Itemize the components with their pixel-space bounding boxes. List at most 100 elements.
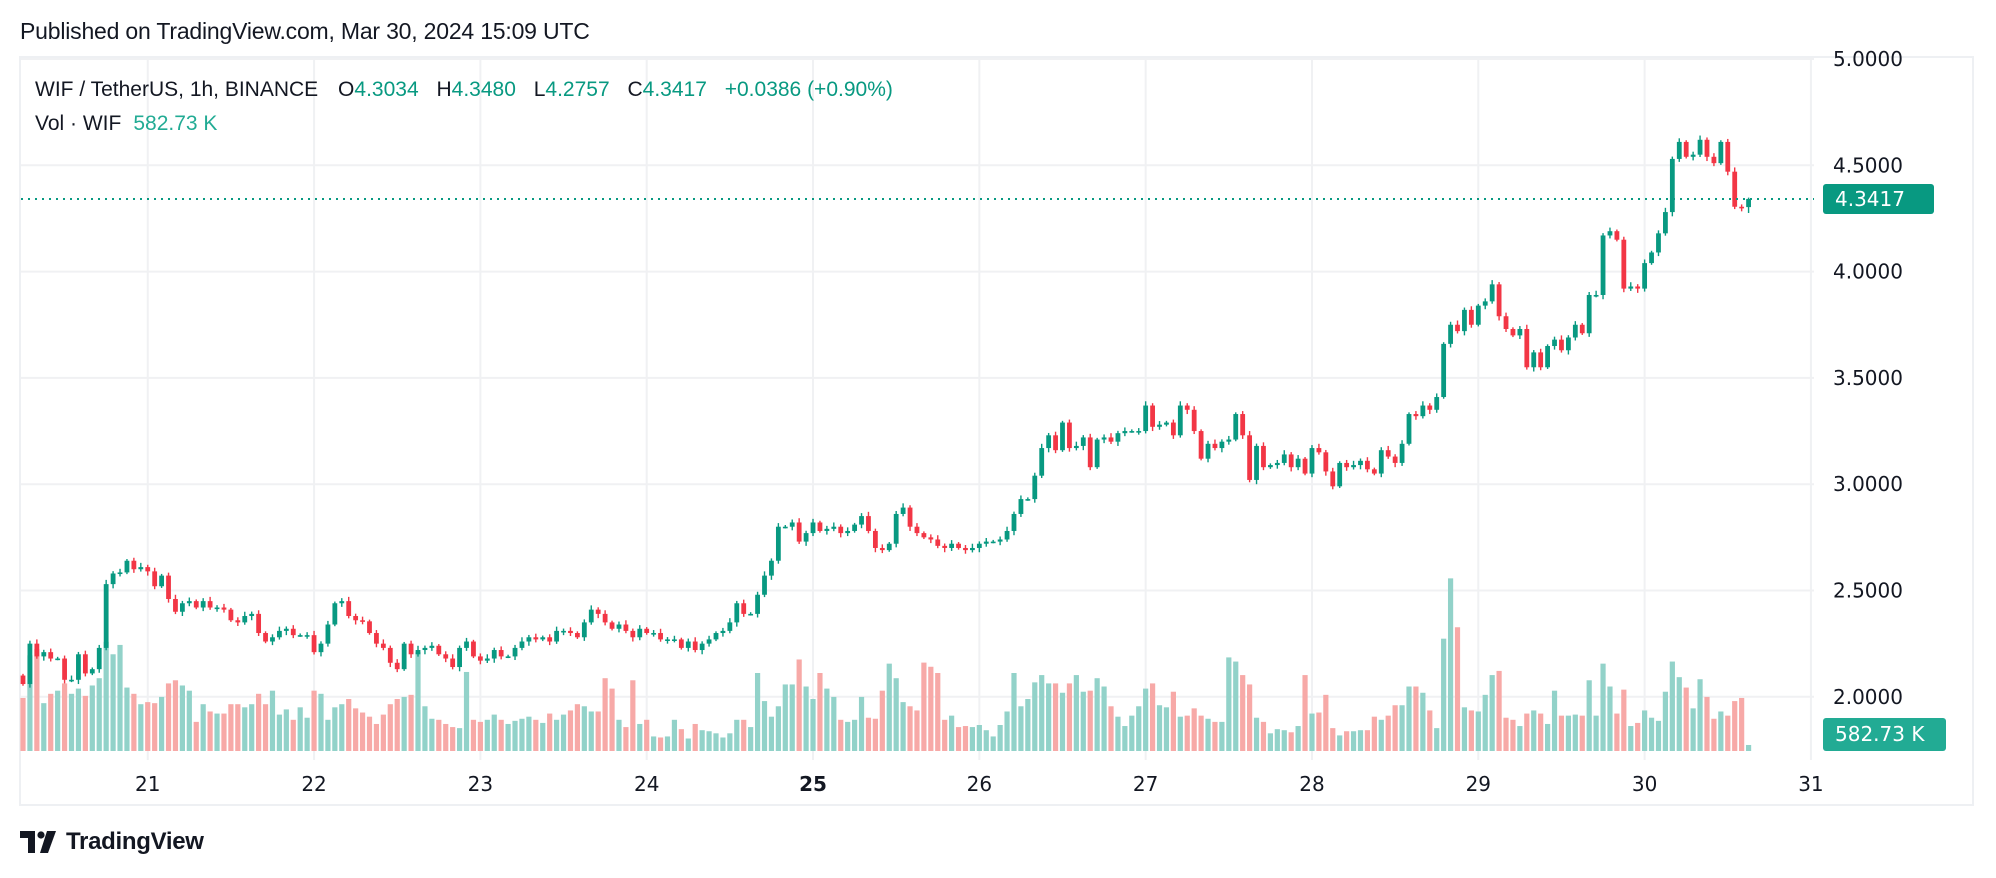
candle-body (505, 656, 511, 659)
volume-bar (990, 736, 996, 751)
candle-body (1468, 309, 1474, 325)
candle-body (1087, 437, 1093, 468)
volume-bar (193, 721, 199, 751)
candle (727, 618, 733, 634)
candle (367, 619, 372, 635)
candle (602, 610, 608, 626)
candle-body (1150, 405, 1155, 427)
candle (207, 596, 213, 610)
volume-bar (283, 709, 289, 751)
volume-bar (1288, 732, 1294, 751)
volume-bar (359, 712, 366, 751)
volume-bar (1274, 729, 1280, 751)
candle (1004, 526, 1010, 542)
candle-body (193, 601, 199, 608)
volume-bar (782, 684, 788, 751)
candle (1080, 435, 1086, 451)
volume-label[interactable]: Vol · WIF (35, 112, 122, 135)
candle-body (1725, 141, 1731, 172)
volume-bar (1219, 721, 1225, 751)
candle-body (62, 658, 67, 680)
volume-bar (1607, 686, 1613, 751)
candle-body (484, 658, 490, 661)
candle (644, 627, 650, 635)
volume-bar (685, 738, 691, 751)
time-tick-label: 23 (468, 772, 493, 796)
candle-body (1191, 409, 1197, 432)
candle-body (249, 613, 255, 617)
candle-body (942, 545, 948, 548)
candle (464, 637, 469, 651)
candle (713, 631, 719, 642)
candle (422, 645, 428, 655)
volume-bar (664, 736, 671, 751)
volume-bar (145, 702, 151, 751)
price-tick-label: 2.5000 (1833, 579, 1903, 603)
candle (89, 667, 95, 676)
volume-bar (269, 690, 276, 751)
candle-body (623, 624, 629, 631)
candle (706, 635, 712, 647)
volume-bar (1531, 710, 1537, 751)
candle-body (214, 607, 220, 610)
candle (1198, 429, 1204, 461)
candle-body (110, 573, 116, 585)
volume-bar (297, 707, 303, 751)
candle (1676, 138, 1682, 162)
volume-bar (48, 693, 54, 751)
candle (270, 634, 275, 646)
volume-bar (1718, 711, 1724, 751)
candle (852, 522, 857, 533)
volume-bar (1212, 721, 1218, 751)
volume-bar (1004, 711, 1010, 751)
candle (1157, 421, 1162, 430)
candle-body (498, 650, 504, 657)
volume-bar (1364, 730, 1371, 751)
time-tick-label: 27 (1133, 772, 1158, 796)
candle (443, 651, 449, 663)
candle (1559, 335, 1564, 353)
candle (1226, 435, 1232, 445)
candle-body (1739, 206, 1745, 209)
candle-body (775, 526, 781, 561)
volume-bar (1233, 661, 1239, 751)
open-label: O (338, 78, 355, 101)
volume-bar (935, 673, 941, 751)
volume-bar (595, 711, 601, 751)
footer-brand[interactable]: TradingView (20, 828, 204, 856)
candle (311, 630, 317, 655)
candle (1545, 344, 1550, 369)
candle (1531, 350, 1537, 372)
candle-body (1274, 462, 1280, 466)
candle-body (762, 575, 767, 595)
candle (810, 518, 816, 537)
volume-bar (1482, 694, 1488, 751)
volume-bar (1420, 692, 1426, 751)
volume-bar (969, 727, 976, 751)
candle-body (235, 620, 241, 623)
candle (1288, 452, 1294, 472)
candle-body (637, 628, 643, 638)
candle-body (921, 533, 927, 538)
symbol-title[interactable]: WIF / TetherUS, 1h, BINANCE (35, 78, 319, 101)
candle-body (1496, 284, 1502, 317)
candle-body (1115, 433, 1121, 442)
candle (1143, 401, 1149, 434)
candle-body (1628, 286, 1634, 289)
volume-bar (1052, 683, 1059, 751)
volume-bar (540, 722, 546, 751)
candle-body (1572, 324, 1578, 338)
candle-body (575, 633, 580, 638)
candle-body (34, 643, 40, 657)
volume-bar (34, 649, 40, 751)
volume-bar (1385, 715, 1391, 751)
candle-body (1697, 139, 1703, 155)
candle-body (1358, 460, 1363, 466)
candle-body (1635, 286, 1641, 289)
candle (1746, 197, 1751, 213)
volume-bar (623, 727, 629, 751)
grid (21, 58, 1814, 760)
open-value: 4.3034 (354, 78, 419, 101)
volume-bar (706, 731, 712, 751)
